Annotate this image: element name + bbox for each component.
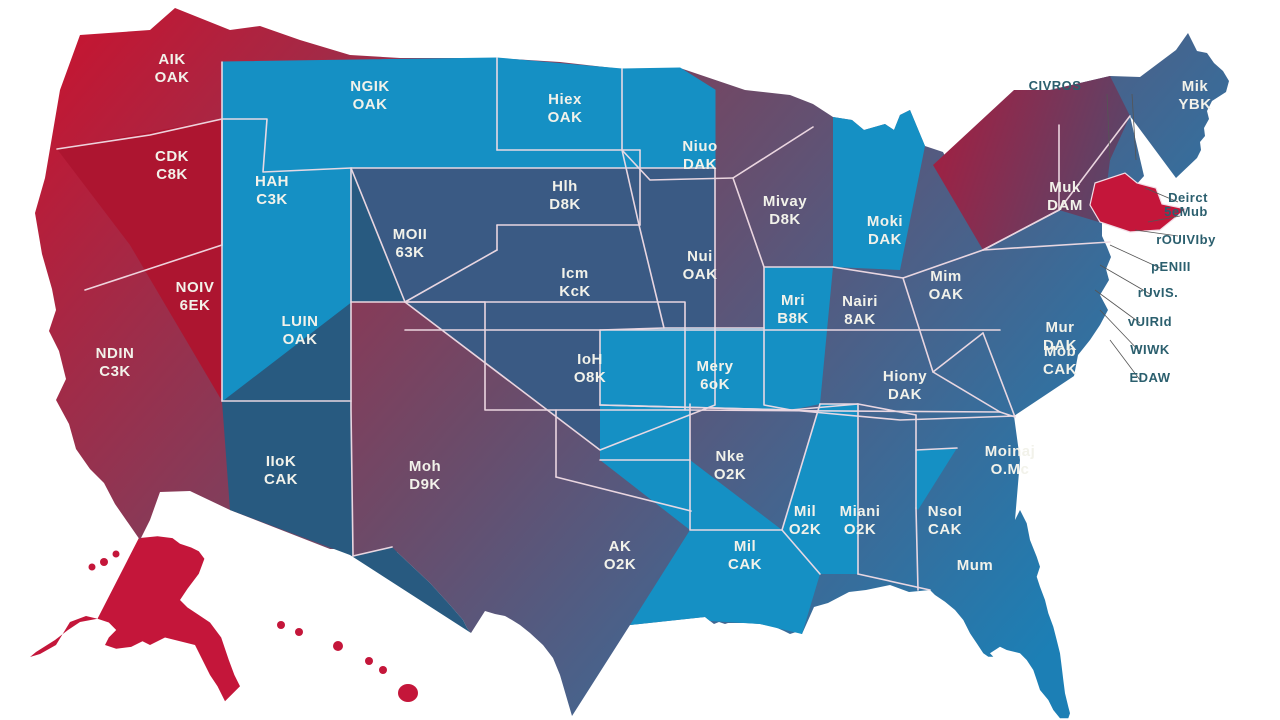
svg-text:O2K: O2K <box>604 556 636 573</box>
svg-text:Hiex: Hiex <box>548 91 582 108</box>
svg-text:OAK: OAK <box>283 331 318 348</box>
svg-text:CAK: CAK <box>928 521 962 538</box>
svg-text:Niuo: Niuo <box>682 138 717 155</box>
svg-text:O2K: O2K <box>789 521 821 538</box>
svg-text:C3K: C3K <box>256 191 288 208</box>
svg-text:O2K: O2K <box>844 521 876 538</box>
svg-text:LUIN: LUIN <box>282 313 319 330</box>
svg-text:rUvIS.: rUvIS. <box>1138 285 1179 300</box>
svg-text:C8K: C8K <box>156 166 188 183</box>
svg-text:MOII: MOII <box>393 226 428 243</box>
svg-text:Miani: Miani <box>840 503 881 520</box>
svg-text:Deirct: Deirct <box>1168 190 1208 205</box>
svg-text:rOUIVIby: rOUIVIby <box>1156 232 1216 247</box>
svg-text:Mery: Mery <box>696 358 733 375</box>
svg-text:DAK: DAK <box>1043 337 1077 354</box>
svg-text:Nke: Nke <box>715 448 744 465</box>
svg-text:Hlh: Hlh <box>552 178 578 195</box>
svg-text:AK: AK <box>609 538 632 555</box>
svg-text:YBK: YBK <box>1178 96 1211 113</box>
svg-text:IIoK: IIoK <box>266 453 296 470</box>
svg-text:OAK: OAK <box>683 266 718 283</box>
svg-text:vUIRId: vUIRId <box>1128 314 1172 329</box>
svg-text:Icm: Icm <box>561 265 588 282</box>
svg-text:Mum: Mum <box>957 557 994 574</box>
svg-text:Moh: Moh <box>409 458 441 475</box>
svg-text:Muk: Muk <box>1049 179 1081 196</box>
svg-text:B8K: B8K <box>777 310 809 327</box>
svg-text:OAK: OAK <box>353 96 388 113</box>
svg-text:Mim: Mim <box>930 268 962 285</box>
svg-text:OAK: OAK <box>548 109 583 126</box>
svg-text:DAK: DAK <box>868 231 902 248</box>
svg-text:OAK: OAK <box>929 286 964 303</box>
svg-text:8AK: 8AK <box>844 311 876 328</box>
svg-text:63K: 63K <box>395 244 424 261</box>
svg-text:NGIK: NGIK <box>350 78 390 95</box>
svg-text:IoH: IoH <box>577 351 603 368</box>
svg-text:6EK: 6EK <box>180 297 211 314</box>
svg-text:O2K: O2K <box>714 466 746 483</box>
svg-text:DAM: DAM <box>1047 197 1083 214</box>
svg-text:CAK: CAK <box>264 471 298 488</box>
svg-text:WIWK: WIWK <box>1130 342 1170 357</box>
svg-text:D8K: D8K <box>769 211 801 228</box>
svg-text:NOIV: NOIV <box>176 279 215 296</box>
svg-text:DAK: DAK <box>683 156 717 173</box>
svg-text:NDIN: NDIN <box>96 345 135 362</box>
svg-text:Hiony: Hiony <box>883 368 927 385</box>
svg-text:C3K: C3K <box>99 363 131 380</box>
svg-text:CAK: CAK <box>1043 361 1077 378</box>
svg-text:Mil: Mil <box>794 503 816 520</box>
svg-text:Mri: Mri <box>781 292 805 309</box>
svg-text:KcK: KcK <box>559 283 591 300</box>
svg-text:CAK: CAK <box>728 556 762 573</box>
svg-text:Mur: Mur <box>1046 319 1075 336</box>
svg-text:Moki: Moki <box>867 213 903 230</box>
svg-text:HAH: HAH <box>255 173 289 190</box>
svg-text:EDAW: EDAW <box>1130 370 1171 385</box>
svg-text:CIVROS: CIVROS <box>1029 78 1082 93</box>
svg-text:O.Mc: O.Mc <box>991 461 1030 478</box>
svg-text:CDK: CDK <box>155 148 189 165</box>
svg-text:Nui: Nui <box>687 248 713 265</box>
svg-text:Mil: Mil <box>734 538 756 555</box>
svg-text:AIK: AIK <box>158 51 185 68</box>
svg-text:Moinaj: Moinaj <box>985 443 1036 460</box>
svg-text:D8K: D8K <box>549 196 581 213</box>
svg-text:pENIII: pENIII <box>1151 259 1191 274</box>
svg-text:DAK: DAK <box>888 386 922 403</box>
svg-text:NsoI: NsoI <box>928 503 963 520</box>
svg-text:O8K: O8K <box>574 369 606 386</box>
svg-text:Nairi: Nairi <box>842 293 878 310</box>
svg-text:D9K: D9K <box>409 476 441 493</box>
svg-text:Mik: Mik <box>1182 78 1209 95</box>
svg-text:6oK: 6oK <box>700 376 730 393</box>
svg-text:5eMub: 5eMub <box>1164 204 1208 219</box>
svg-text:Mivay: Mivay <box>763 193 807 210</box>
svg-text:OAK: OAK <box>155 69 190 86</box>
